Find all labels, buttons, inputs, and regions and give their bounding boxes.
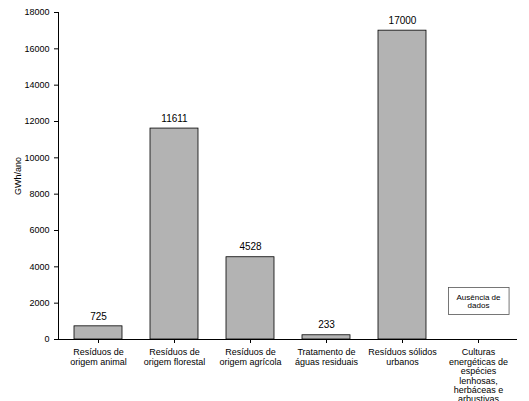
svg-text:17000: 17000 bbox=[389, 15, 417, 26]
svg-text:Resíduos deorigem agrícola: Resíduos deorigem agrícola bbox=[219, 347, 281, 366]
svg-text:14000: 14000 bbox=[24, 80, 49, 90]
svg-text:16000: 16000 bbox=[24, 44, 49, 54]
svg-text:725: 725 bbox=[90, 311, 107, 322]
svg-text:10000: 10000 bbox=[24, 153, 49, 163]
svg-text:6000: 6000 bbox=[29, 225, 49, 235]
svg-text:Culturasenergéticas deespécies: Culturasenergéticas deespécieslenhosas,h… bbox=[449, 347, 508, 401]
svg-text:2000: 2000 bbox=[29, 298, 49, 308]
svg-text:GWh/ano: GWh/ano bbox=[13, 157, 23, 195]
svg-text:233: 233 bbox=[318, 319, 335, 330]
svg-text:0: 0 bbox=[44, 334, 49, 344]
svg-text:12000: 12000 bbox=[24, 116, 49, 126]
svg-text:Resíduos deorigem animal: Resíduos deorigem animal bbox=[70, 347, 127, 366]
svg-text:8000: 8000 bbox=[29, 189, 49, 199]
svg-text:18000: 18000 bbox=[24, 7, 49, 17]
svg-text:Resíduos deorigem florestal: Resíduos deorigem florestal bbox=[144, 347, 206, 366]
svg-text:11611: 11611 bbox=[161, 113, 188, 124]
svg-text:Ausência dedados: Ausência dedados bbox=[456, 293, 501, 310]
svg-text:Resíduos sólidosurbanos: Resíduos sólidosurbanos bbox=[368, 347, 437, 366]
svg-text:4528: 4528 bbox=[239, 241, 262, 252]
svg-text:Tratamento deáguas residuais: Tratamento deáguas residuais bbox=[295, 347, 359, 366]
svg-text:4000: 4000 bbox=[29, 262, 49, 272]
